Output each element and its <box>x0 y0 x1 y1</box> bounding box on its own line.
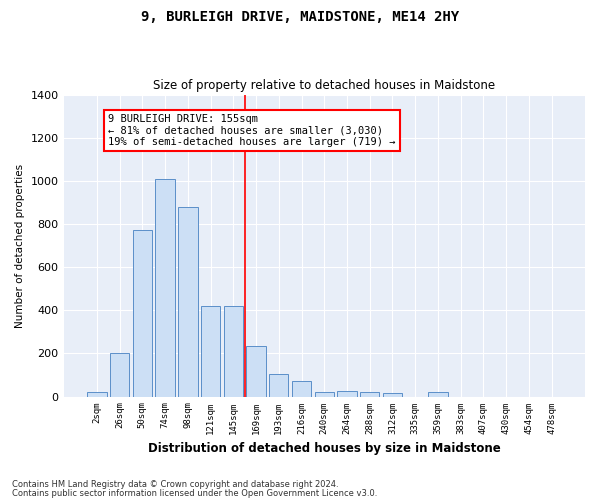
Bar <box>383 394 402 396</box>
Bar <box>269 374 289 396</box>
Text: Contains HM Land Registry data © Crown copyright and database right 2024.: Contains HM Land Registry data © Crown c… <box>12 480 338 489</box>
Bar <box>247 346 266 397</box>
Bar <box>337 391 356 396</box>
Bar <box>224 306 243 396</box>
Text: 9 BURLEIGH DRIVE: 155sqm
← 81% of detached houses are smaller (3,030)
19% of sem: 9 BURLEIGH DRIVE: 155sqm ← 81% of detach… <box>108 114 396 147</box>
Bar <box>428 392 448 396</box>
Bar <box>133 230 152 396</box>
Bar <box>292 382 311 396</box>
Bar <box>110 354 130 397</box>
Bar <box>201 306 220 396</box>
Text: 9, BURLEIGH DRIVE, MAIDSTONE, ME14 2HY: 9, BURLEIGH DRIVE, MAIDSTONE, ME14 2HY <box>141 10 459 24</box>
Bar <box>314 392 334 396</box>
Bar <box>155 178 175 396</box>
Bar <box>178 206 197 396</box>
Bar <box>360 392 379 396</box>
Text: Contains public sector information licensed under the Open Government Licence v3: Contains public sector information licen… <box>12 488 377 498</box>
Y-axis label: Number of detached properties: Number of detached properties <box>15 164 25 328</box>
X-axis label: Distribution of detached houses by size in Maidstone: Distribution of detached houses by size … <box>148 442 500 455</box>
Bar <box>87 392 107 396</box>
Title: Size of property relative to detached houses in Maidstone: Size of property relative to detached ho… <box>153 79 496 92</box>
